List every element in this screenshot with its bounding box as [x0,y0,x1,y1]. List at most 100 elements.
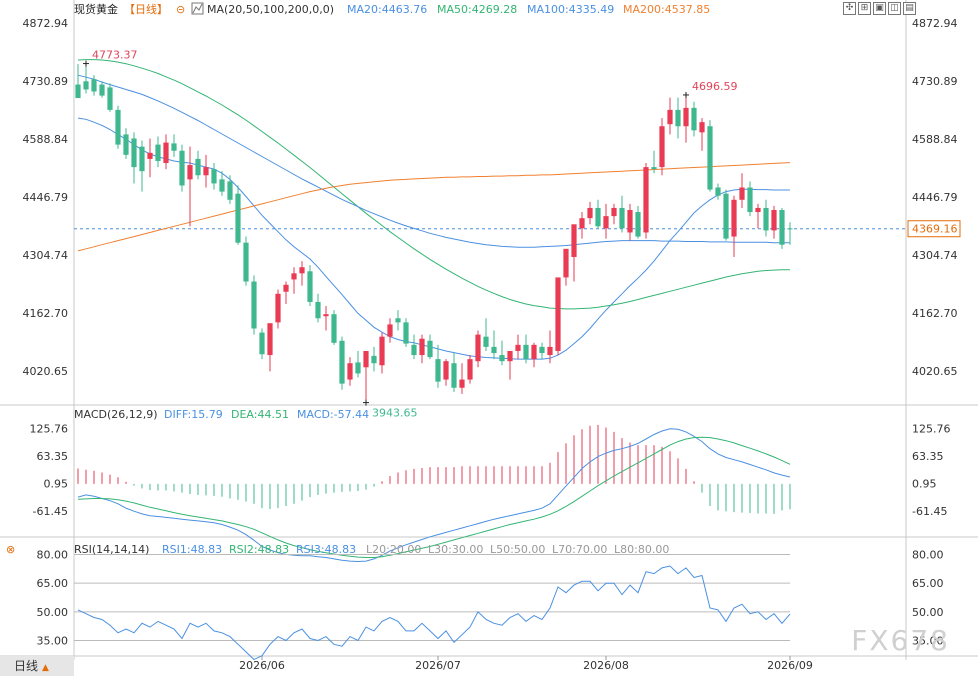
fullscreen-icon[interactable]: ✣ [843,2,856,15]
candle-body [723,193,729,239]
candle-body [691,107,697,131]
price-tick-label-right: 4588.84 [912,133,958,146]
candle-body [147,152,153,159]
candle-body [755,207,761,213]
candle-body [427,340,433,358]
rsi-tick-label-left: 65.00 [37,577,69,590]
candle-body [635,212,641,237]
candle-body [683,107,689,127]
candle-body [435,359,441,382]
rsi-tick-label-right: 50.00 [912,606,944,619]
candle-body [259,332,265,355]
candle-body [739,187,745,200]
candle-body [643,167,649,233]
time-axis-label: 2026/07 [415,659,461,672]
rsi-tick-label-left: 35.00 [37,634,69,647]
rsi-tick-label-right: 65.00 [912,577,944,590]
candle-body [403,322,409,344]
candle-body [99,84,105,96]
price-tick-label-right: 4446.79 [912,191,958,204]
candle-body [267,323,273,356]
indicator-chart-icon [192,3,203,14]
macd-dea-label: DEA:44.51 [231,408,289,421]
candle-body [227,181,233,200]
candle-body [491,346,497,354]
rsi-header-label-7: L70:70.00 [552,543,607,556]
macd-diff-label: DIFF:15.79 [164,408,223,421]
period-tab[interactable]: 日线 ▲ [0,656,74,676]
candle-body [595,207,601,227]
candle-body [371,355,377,364]
instrument-title: 现货黄金 [74,2,118,16]
price-tick-label-left: 4730.89 [23,75,69,88]
candle-body [707,126,713,190]
panel-icon[interactable]: ◫ [888,2,901,15]
candle-body [187,165,193,180]
candle-body [515,344,521,351]
ma50-label: MA50:4269.28 [437,3,517,16]
rsi-header-label-0: RSI(14,14,14) [74,543,149,556]
candle-body [547,346,553,356]
candle-body [419,338,425,356]
candle-body [387,324,393,337]
candle-body [107,87,113,110]
candle-body [699,122,705,133]
settings-circle-icon: ⊝ [176,3,185,16]
chart-toolbar: ✣ ⊞ ▣ ◫ ▤ [843,2,916,15]
candle-body [499,355,505,362]
expand-icon[interactable]: ▤ [903,2,916,15]
candle-body [619,207,625,229]
ma200-label: MA200:4537.85 [623,3,710,16]
price-tick-label-left: 4304.74 [23,249,69,262]
macd-tick-label-right: 63.35 [912,450,944,463]
candle-body [163,142,169,164]
candle-body [451,363,457,388]
candle-body [315,301,321,319]
candle-body [555,277,561,351]
candle-body [195,158,201,176]
candle-body [307,271,313,302]
candle-body [715,187,721,196]
candle-body [411,344,417,356]
last-price-tag [907,220,961,238]
price-tick-label-right: 4020.65 [912,365,958,378]
price-tick-label-left: 4588.84 [23,133,69,146]
rsi-header-label-6: L50:50.00 [490,543,545,556]
rsi-header-label-4: L20:20.00 [366,543,421,556]
candle-body [731,199,737,237]
rsi-tick-label-right: 80.00 [912,549,944,562]
macd-tick-label-left: 0.95 [44,477,69,490]
extreme-price-label: 4696.59 [692,80,738,93]
macd-tick-label-right: -61.45 [912,505,947,518]
macd-tick-label-right: 125.76 [912,422,951,435]
window-icon[interactable]: ▣ [873,2,886,15]
candle-body [467,359,473,380]
macd-tick-label-left: -61.45 [33,505,68,518]
price-tick-label-left: 4162.70 [23,307,69,320]
candle-body [747,187,753,213]
macd-tick-label-left: 63.35 [37,450,69,463]
period-tab-label: 日线 [14,659,39,673]
candle-body [523,344,529,360]
candle-body [299,267,305,274]
price-tick-label-right: 4730.89 [912,75,958,88]
candle-body [179,150,185,186]
rsi-header-label-2: RSI2:48.83 [229,543,289,556]
grid-layout-icon[interactable]: ⊞ [858,2,871,15]
time-axis-label: 2026/08 [583,659,629,672]
candle-body [675,109,681,127]
candle-body [659,126,665,168]
price-tick-label-right: 4872.94 [912,17,958,30]
candle-body [243,242,249,282]
candle-body [91,79,97,92]
ma-line-ma100 [77,74,790,248]
macd-setting-label: MACD(26,12,9) [74,408,158,421]
candle-body [219,179,225,192]
price-tick-label-right: 4162.70 [912,307,958,320]
candle-body [355,362,361,374]
rsi-line [77,565,791,661]
candle-body [379,336,385,366]
candle-body [203,167,209,176]
rsi-settings-icon: ⊗ [6,543,15,556]
ma20-label: MA20:4463.76 [347,3,427,16]
